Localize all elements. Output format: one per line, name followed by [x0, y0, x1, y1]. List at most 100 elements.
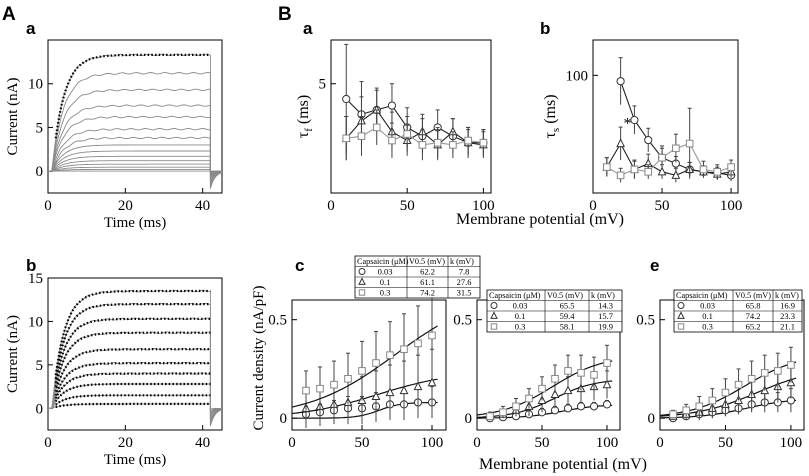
x-tick-label-Aa-0: 0	[44, 198, 52, 214]
shared-xlabel-top: Membrane potential (mV)	[456, 211, 624, 228]
data-point-square	[721, 388, 730, 397]
x-tick-label-Ba-2: 100	[472, 198, 495, 214]
y-tick-label-Bc-1: 0.5	[268, 313, 287, 329]
data-point-square	[616, 171, 625, 180]
data-point-square	[418, 141, 427, 149]
series-Ba-0.1	[341, 89, 488, 161]
series-Be-0.3	[659, 346, 797, 419]
x-tick-label-Ab-0: 0	[44, 435, 52, 451]
axes-frame-Ab	[47, 277, 223, 431]
table-cell: 0.3	[515, 322, 526, 332]
data-point-triangle	[657, 166, 667, 176]
data-point-square	[760, 369, 769, 377]
sub-label-Ba: a	[303, 19, 313, 38]
table-cell: 62.2	[420, 267, 435, 277]
data-point-square	[479, 138, 488, 147]
data-point-square	[433, 138, 442, 147]
x-tick-label-Bc-2: 100	[421, 435, 444, 451]
series-line	[345, 109, 484, 146]
series-Bc-0.3	[291, 295, 438, 411]
table-marker-circle	[677, 302, 685, 309]
table-marker-triangle	[358, 277, 366, 285]
x-tick-label-Ab-1: 20	[118, 435, 133, 451]
table-cell: 0.1	[380, 277, 391, 287]
tau-subscript: s	[550, 128, 562, 132]
shared-xlabel-bottom: Membrane potential (mV)	[479, 456, 647, 473]
current-trace-Ab-1	[48, 394, 223, 411]
table-marker-square	[358, 289, 366, 296]
chart-Bd: 0 50 100 0 0.5	[453, 299, 621, 451]
data-point-square	[747, 374, 756, 383]
data-point-square	[499, 408, 507, 417]
table-marker-circle	[358, 268, 366, 275]
data-point-square	[358, 367, 366, 375]
chart-Be: 0 50 100 0 0.5	[636, 299, 805, 451]
panel-label-B: B	[278, 4, 292, 25]
y-axis-label-Bb: τs (ms)	[542, 94, 562, 138]
current-trace-Aa-4	[48, 160, 222, 174]
data-point-square	[713, 168, 722, 176]
current-trace-Aa-2	[48, 166, 222, 173]
tau-units: (ms)	[542, 94, 559, 127]
data-point-square	[708, 396, 717, 405]
data-point-circle	[589, 402, 599, 411]
series-line	[346, 126, 484, 146]
table-cell: 0.1	[702, 311, 713, 321]
data-point-square	[403, 130, 411, 138]
table-header: k (mV)	[450, 257, 474, 266]
series-line	[606, 142, 732, 176]
table-header: Capsaicin (μM)	[357, 257, 409, 266]
data-point-square	[685, 139, 694, 148]
data-point-square	[603, 359, 611, 367]
x-tick-label-Bb-2: 100	[720, 198, 743, 214]
table-cell: 15.7	[598, 311, 613, 321]
data-point-square	[414, 339, 422, 348]
tau-units: (ms)	[295, 95, 312, 128]
data-point-circle	[644, 135, 653, 145]
x-tick-label-Be-0: 0	[656, 435, 664, 451]
y-tick-label-Aa-0: 0	[36, 164, 44, 180]
chart-Ba: 0 50 100 5	[319, 39, 495, 214]
fit-curve-Ab-2	[54, 382, 211, 403]
sub-label-Bc: c	[295, 256, 304, 275]
y-axis-label-Ab: Current (nA)	[5, 315, 21, 393]
data-point-triangle	[413, 381, 423, 391]
table-cell: 65.8	[746, 301, 761, 311]
series-Bc-0.1	[291, 348, 438, 429]
table-header: k (mV)	[775, 291, 799, 300]
axes-frame-Bc	[291, 299, 447, 431]
data-point-triangle	[371, 391, 381, 401]
data-point-triangle	[563, 385, 573, 395]
current-trace-Aa-5	[48, 155, 223, 175]
chart-Bc: 0 50 100 0 0.5	[268, 295, 447, 451]
data-point-circle	[630, 115, 639, 125]
y-axis-label-Aa: Current (nA)	[5, 78, 21, 156]
tau-subscript: f	[303, 128, 315, 132]
data-point-square	[512, 402, 520, 411]
y-tick-label-Aa-2: 10	[28, 77, 43, 93]
data-point-square	[590, 371, 598, 379]
y-tick-label-Aa-1: 5	[36, 120, 44, 136]
boltzmann-fit	[292, 401, 438, 419]
data-point-square	[672, 144, 680, 153]
data-point-square	[630, 165, 639, 174]
current-trace-Ab-7	[48, 317, 223, 422]
data-point-square	[669, 410, 677, 419]
table-cell: 16.9	[780, 301, 795, 311]
y-tick-label-Ab-1: 5	[36, 358, 44, 374]
table-marker-triangle	[677, 311, 685, 319]
table-header: V0.5 (mV)	[409, 257, 445, 266]
data-point-square	[699, 165, 708, 174]
axes-frame-Ba	[330, 39, 492, 194]
fit-curve-Ab-1	[55, 394, 211, 406]
boltzmann-fit	[291, 325, 438, 408]
data-point-circle	[563, 404, 573, 413]
table-header: V0.5 (mV)	[735, 291, 771, 300]
data-point-circle	[576, 402, 586, 411]
data-point-square	[525, 394, 533, 403]
current-trace-Aa-11	[48, 104, 223, 182]
current-trace-Aa-7	[48, 144, 223, 176]
current-trace-Aa-10	[48, 115, 223, 181]
data-point-square	[682, 406, 690, 415]
